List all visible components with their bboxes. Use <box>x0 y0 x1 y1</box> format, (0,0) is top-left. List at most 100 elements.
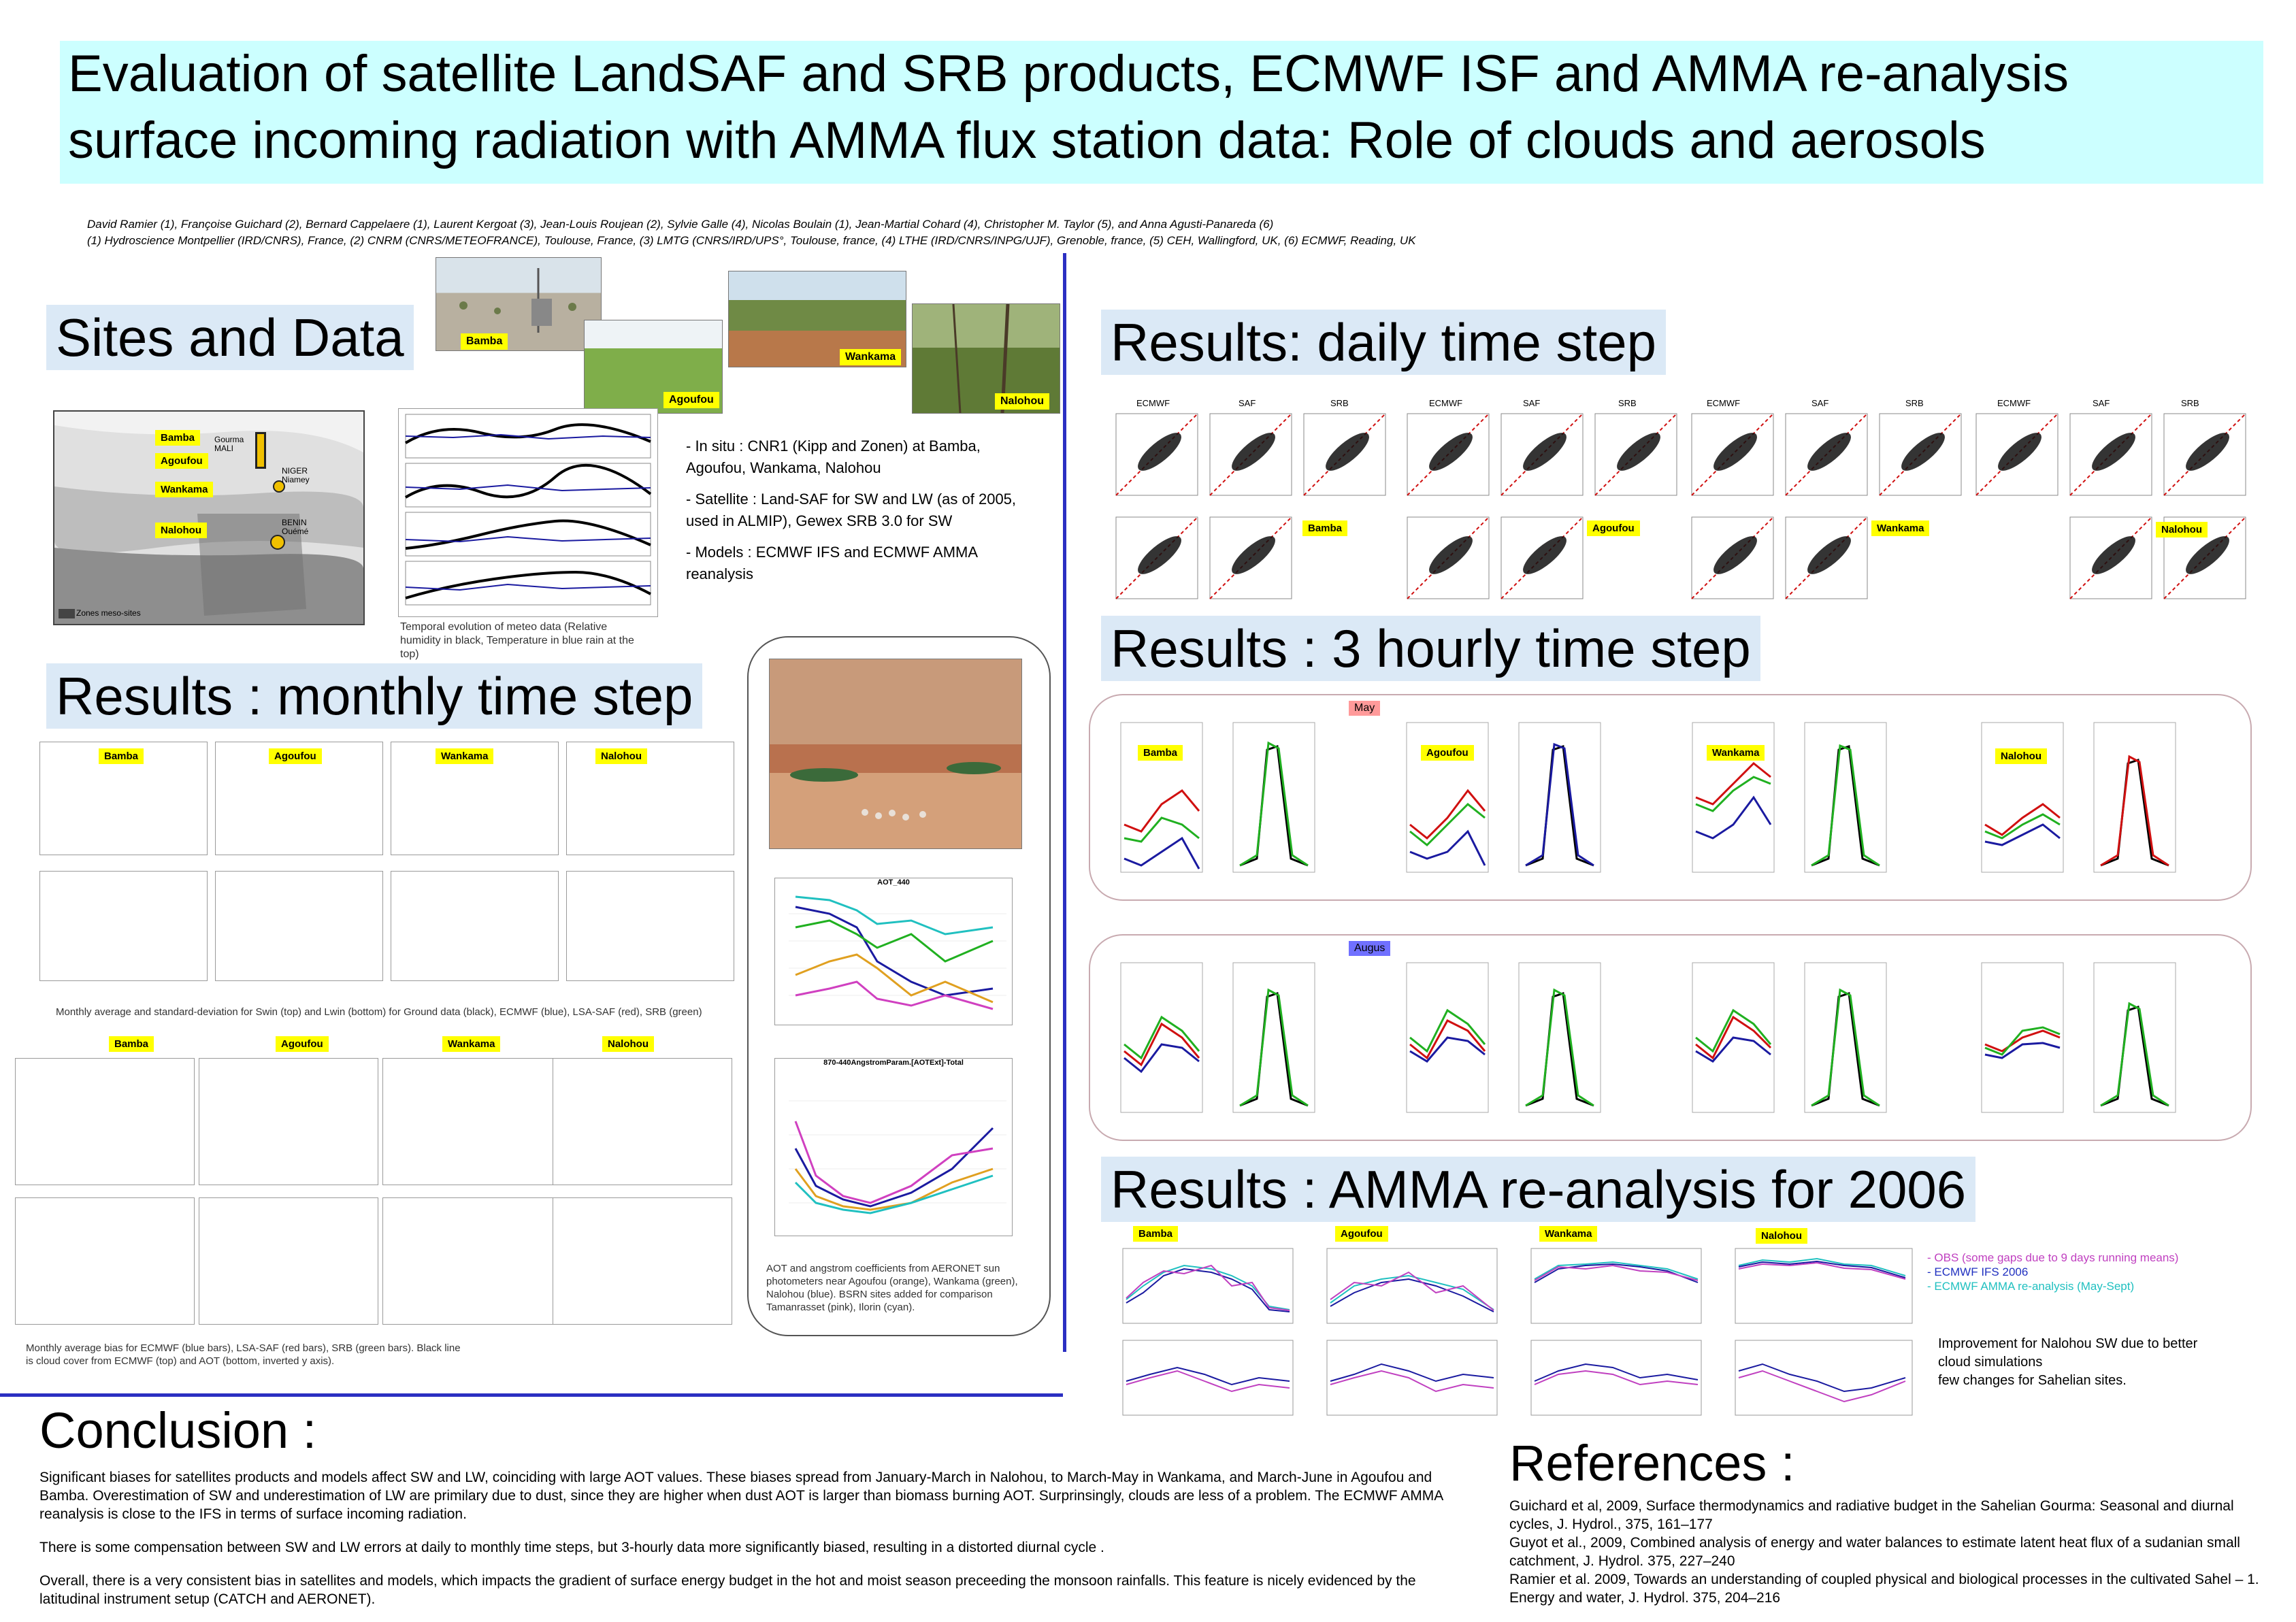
map-label-niger: NIGER Niamey <box>282 466 310 484</box>
amma-note: Improvement for Nalohou SW due to better… <box>1938 1335 2197 1390</box>
hourly-may-tag-nalohou: Nalohou <box>1995 748 2047 764</box>
bullet-insitu: - In situ : CNR1 (Kipp and Zonen) at Bam… <box>686 437 981 476</box>
conclusion-paragraph-1: Significant biases for satellites produc… <box>39 1470 1443 1522</box>
data-bullets: - In situ : CNR1 (Kipp and Zonen) at Bam… <box>686 435 1040 585</box>
photo-label-bamba: Bamba <box>461 333 508 350</box>
monthly-lw-wankama <box>391 871 559 981</box>
daily-tag-agoufou: Agoufou <box>1587 520 1640 536</box>
daily-tag-wankama: Wankama <box>1871 520 1930 536</box>
bias-bottom-nalohou <box>553 1197 732 1325</box>
monthly-sw-nalohou <box>566 742 734 855</box>
map-label-benin: BENIN Ouémé <box>282 518 309 536</box>
meteo-caption: Temporal evolution of meteo data (Relati… <box>400 621 634 660</box>
daily-scatter-svg <box>1115 413 2246 599</box>
meteo-plots-svg <box>404 414 652 606</box>
amma-legend: - OBS (some gaps due to 9 days running m… <box>1927 1251 2178 1293</box>
daily-tag-bamba: Bamba <box>1302 520 1348 536</box>
bias-bottom-bamba <box>15 1197 195 1325</box>
daily-header-ecmwf-4: ECMWF <box>1997 398 2031 408</box>
author-affiliations: (1) Hydroscience Montpellier (IRD/CNRS),… <box>87 234 1416 247</box>
aot-chart-svg <box>789 895 1006 1010</box>
map-label-wankama: Wankama <box>155 482 214 497</box>
hourly-month-may: May <box>1349 701 1381 716</box>
bias-grid <box>15 1058 736 1327</box>
conclusion-paragraph-3: Overall, there is a very consistent bias… <box>39 1573 1416 1607</box>
title-line-1: Evaluation of satellite LandSAF and SRB … <box>68 45 2069 103</box>
bullet-satellite: - Satellite : Land-SAF for SW and LW (as… <box>686 491 1017 529</box>
angstrom-chart-title: 870-440AngstromParam.[AOTExt]-Total <box>823 1059 964 1067</box>
angstrom-chart: 870-440AngstromParam.[AOTExt]-Total <box>774 1058 1013 1236</box>
bias-tag-wankama: Wankama <box>442 1036 501 1052</box>
bias-tag-bamba: Bamba <box>109 1036 154 1052</box>
conclusion-paragraph-2: There is some compensation between SW an… <box>39 1540 1104 1555</box>
daily-header-srb-1: SRB <box>1330 398 1349 408</box>
bias-tag-agoufou: Agoufou <box>276 1036 329 1052</box>
amma-tag-bamba: Bamba <box>1133 1226 1179 1242</box>
bias-top-bamba <box>15 1058 195 1185</box>
section-heading-conclusion: Conclusion : <box>39 1402 317 1459</box>
references-list: Guichard et al, 2009, Surface thermodyna… <box>1509 1497 2278 1607</box>
hourly-may-tag-agoufou: Agoufou <box>1421 745 1474 761</box>
monthly-tag-nalohou: Nalohou <box>595 748 647 764</box>
daily-header-ecmwf-3: ECMWF <box>1707 398 1741 408</box>
title-line-2: surface incoming radiation with AMMA flu… <box>68 112 1986 169</box>
bias-top-nalohou <box>553 1058 732 1185</box>
daily-tag-nalohou: Nalohou <box>2156 522 2208 537</box>
section-heading-references: References : <box>1509 1435 1795 1491</box>
photo-label-wankama: Wankama <box>840 349 902 365</box>
bias-bottom-agoufou <box>199 1197 378 1325</box>
map-label-agoufou: Agoufou <box>155 453 208 469</box>
monthly-lw-agoufou <box>215 871 383 981</box>
photo-dust-storm <box>769 659 1022 849</box>
monthly-lw-nalohou <box>566 871 734 981</box>
reference-item-1: Guichard et al, 2009, Surface thermodyna… <box>1509 1498 2234 1532</box>
daily-header-ecmwf-2: ECMWF <box>1429 398 1463 408</box>
meteo-plots <box>398 408 658 617</box>
site-map <box>53 410 365 625</box>
amma-note-line-1: Improvement for Nalohou SW due to better <box>1938 1336 2198 1351</box>
bias-top-agoufou <box>199 1058 378 1185</box>
author-names: David Ramier (1), Françoise Guichard (2)… <box>87 218 1274 231</box>
amma-tag-agoufou: Agoufou <box>1335 1226 1388 1242</box>
bias-caption: Monthly average bias for ECMWF (blue bar… <box>26 1342 461 1367</box>
daily-header-ecmwf-1: ECMWF <box>1136 398 1170 408</box>
photo-label-agoufou: Agoufou <box>663 392 719 408</box>
map-drawing <box>54 412 363 624</box>
monthly-tag-wankama: Wankama <box>436 748 494 764</box>
amma-plots-svg <box>1122 1248 1913 1416</box>
amma-legend-ifs: - ECMWF IFS 2006 <box>1927 1265 2029 1278</box>
amma-tag-wankama: Wankama <box>1539 1226 1598 1242</box>
bias-bottom-wankama <box>382 1197 562 1325</box>
amma-legend-reanalysis: - ECMWF AMMA re-analysis (May-Sept) <box>1927 1280 2135 1293</box>
title-banner: Evaluation of satellite LandSAF and SRB … <box>60 41 2263 184</box>
amma-note-line-3: few changes for Sahelian sites. <box>1938 1373 2127 1388</box>
reference-item-2: Guyot et al., 2009, Combined analysis of… <box>1509 1535 2240 1569</box>
daily-scatter-grid: ECMWF SAF SRB ECMWF SAF SRB ECMWF SAF SR… <box>1096 391 2273 616</box>
hourly-august-panel <box>1089 934 2252 1141</box>
monthly-grid <box>39 742 734 981</box>
authors-block: David Ramier (1), Françoise Guichard (2)… <box>87 216 1416 249</box>
hourly-may-panel <box>1089 694 2252 901</box>
hourly-month-august: Augus <box>1349 941 1391 956</box>
daily-header-saf-1: SAF <box>1239 398 1256 408</box>
hourly-may-tag-bamba: Bamba <box>1138 745 1183 761</box>
hourly-may-tag-wankama: Wankama <box>1707 745 1765 761</box>
daily-header-srb-4: SRB <box>2181 398 2199 408</box>
conclusion-text: Significant biases for satellites produc… <box>39 1468 1455 1608</box>
map-legend: Zones meso-sites <box>76 608 141 618</box>
daily-header-srb-2: SRB <box>1618 398 1637 408</box>
column-divider <box>1063 253 1066 1352</box>
amma-legend-obs: - OBS (some gaps due to 9 days running m… <box>1927 1251 2179 1264</box>
section-heading-hourly: Results : 3 hourly time step <box>1101 616 1760 681</box>
daily-header-saf-3: SAF <box>1811 398 1829 408</box>
hourly-may-svg <box>1120 722 2176 873</box>
section-heading-sites: Sites and Data <box>46 305 414 370</box>
hourly-august-svg <box>1120 962 2176 1113</box>
monthly-caption: Monthly average and standard-deviation f… <box>56 1006 702 1018</box>
photo-bamba-illustration <box>459 268 576 333</box>
daily-header-saf-4: SAF <box>2093 398 2110 408</box>
section-heading-daily: Results: daily time step <box>1101 310 1666 375</box>
map-label-bamba: Bamba <box>155 430 201 446</box>
photo-label-nalohou: Nalohou <box>995 393 1049 410</box>
bias-tag-nalohou: Nalohou <box>602 1036 654 1052</box>
